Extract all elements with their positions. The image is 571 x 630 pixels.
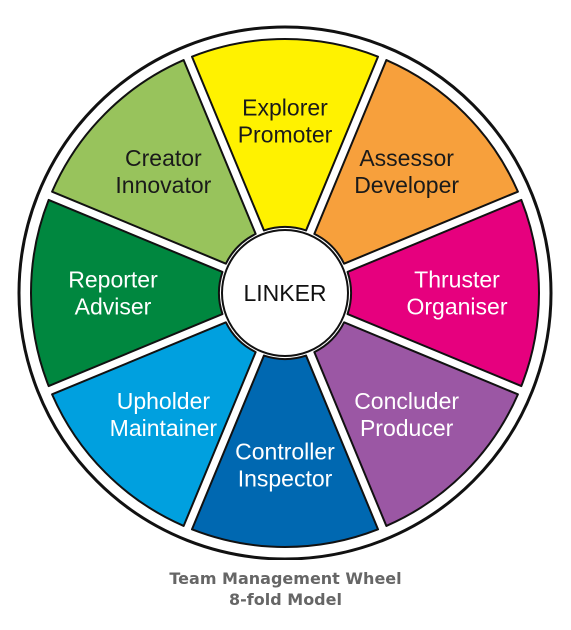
segment-concluder — [313, 321, 519, 527]
segment-label-line: Inspector — [238, 466, 333, 492]
segment-label-line: Creator — [125, 145, 202, 171]
segment-label-line: Producer — [360, 415, 454, 441]
segment-label-line: Explorer — [242, 95, 328, 121]
caption-subtitle: 8-fold Model — [229, 590, 342, 609]
segment-explorer — [190, 38, 380, 232]
segment-label-line: Thruster — [414, 267, 500, 293]
segment-label-controller: Controller Inspector — [235, 439, 335, 492]
segment-label-line: Innovator — [115, 172, 211, 198]
segment-label-line: Upholder — [117, 388, 211, 414]
segment-upholder — [51, 321, 257, 527]
segment-assessor — [313, 59, 519, 265]
segment-label-thruster: Thruster Organiser — [407, 267, 508, 320]
segment-label-line: Developer — [354, 172, 459, 198]
segment-label-creator: Creator Innovator — [115, 145, 211, 198]
segment-label-reporter: Reporter Adviser — [68, 267, 158, 320]
segment-controller — [190, 354, 380, 548]
segment-label-upholder: Upholder Maintainer — [110, 388, 218, 441]
segment-label-line: Adviser — [75, 294, 152, 320]
segment-label-line: Assessor — [359, 145, 454, 171]
segment-label-line: Controller — [235, 439, 335, 465]
caption: Team Management Wheel 8-fold Model — [0, 568, 571, 610]
segment-label-explorer: Explorer Promoter — [238, 95, 333, 148]
segment-label-line: Reporter — [68, 267, 158, 293]
segment-label-line: Maintainer — [110, 415, 218, 441]
caption-title: Team Management Wheel — [169, 569, 402, 588]
segment-label-line: Promoter — [238, 122, 333, 148]
segment-creator — [51, 59, 257, 265]
segment-thruster — [346, 198, 540, 388]
segment-label-line: Concluder — [354, 388, 459, 414]
hub-label: LINKER — [243, 280, 326, 306]
wheel-hub — [221, 229, 349, 357]
segment-label-concluder: Concluder Producer — [354, 388, 459, 441]
wheel-segments: Explorer Promoter Assessor Developer Thruste… — [30, 38, 540, 548]
team-management-wheel: Explorer Promoter Assessor Developer Thruste… — [17, 25, 553, 560]
segment-label-assessor: Assessor Developer — [354, 145, 459, 198]
segment-reporter — [30, 198, 224, 388]
segment-label-line: Organiser — [407, 294, 508, 320]
